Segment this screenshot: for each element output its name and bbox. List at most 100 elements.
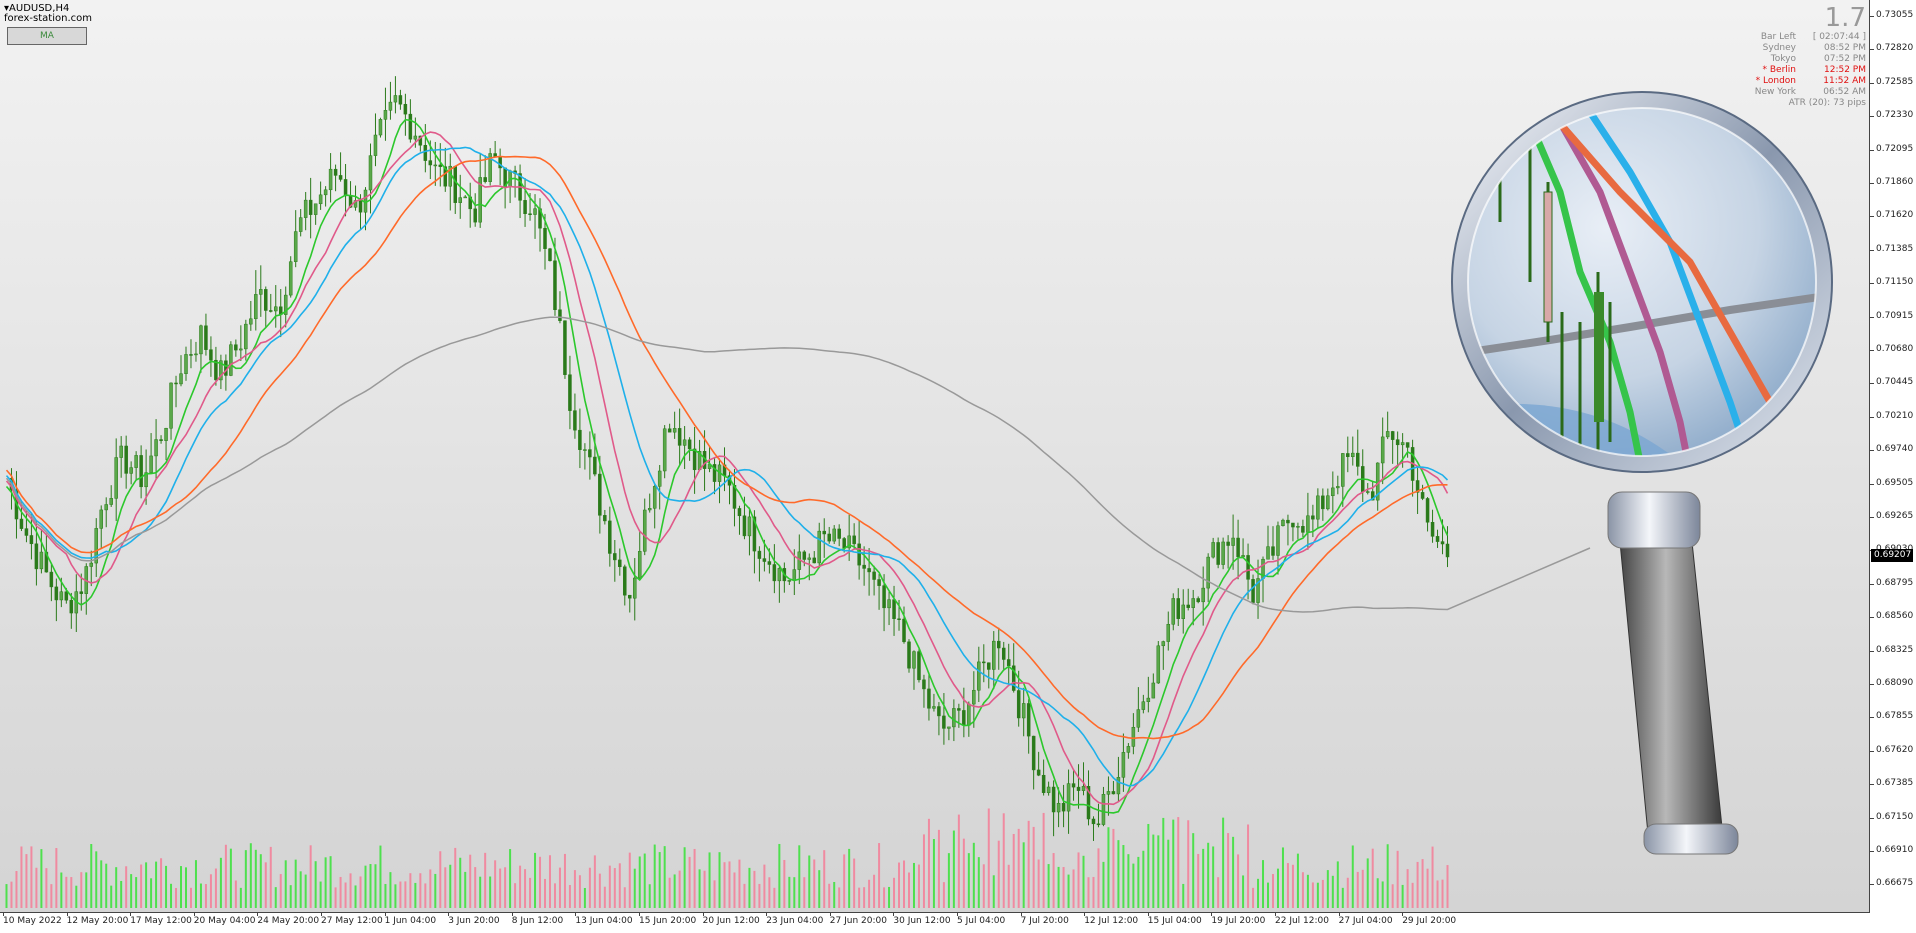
candle-body (553, 260, 557, 310)
volume-bar (45, 868, 48, 908)
candle-body (922, 679, 926, 690)
candle-body (1036, 769, 1041, 776)
volume-bar (524, 869, 527, 908)
volume-bar (1262, 860, 1265, 908)
volume-bar (643, 853, 646, 908)
price-chart[interactable] (0, 0, 1870, 913)
candle-body (1171, 598, 1176, 625)
candle-body (1166, 624, 1171, 642)
volume-bar (80, 872, 83, 908)
volume-bar (1386, 844, 1389, 908)
candle-body (677, 428, 682, 446)
dropdown-triangle-icon[interactable]: ▾ (4, 3, 10, 14)
volume-bar (1077, 852, 1080, 908)
volume-bar (713, 880, 716, 908)
time-axis[interactable]: 10 May 2022 12 May 20:00 17 May 12:00 20 Ma… (0, 913, 1870, 933)
volume-bar (1436, 880, 1439, 908)
candle-body (154, 439, 158, 457)
volume-bar (1401, 884, 1404, 908)
candle-body (358, 200, 363, 213)
candle-body (852, 535, 856, 545)
candle-body (996, 640, 1001, 649)
volume-bar (1022, 842, 1025, 908)
volume-bar (115, 867, 118, 908)
volume-bar (623, 887, 626, 908)
candle-body (1141, 701, 1146, 710)
candle-body (239, 348, 243, 351)
volume-bar (823, 850, 826, 908)
candle-body (1121, 752, 1126, 778)
candle-body (1291, 522, 1295, 528)
candle-body (1311, 515, 1315, 520)
session-row: Sydney 08:52 PM (1696, 43, 1866, 54)
session-row: * Berlin 12:52 PM (1696, 65, 1866, 76)
candle-body (947, 726, 951, 729)
volume-bar (1097, 848, 1100, 908)
volume-bar (563, 853, 566, 908)
volume-bar (653, 844, 656, 908)
volume-bar (613, 868, 616, 908)
candle-body (249, 318, 253, 325)
volume-bar (209, 874, 212, 908)
volume-bar (548, 855, 551, 908)
volume-bar (1361, 869, 1364, 908)
volume-bar (658, 852, 661, 908)
candle-body (1156, 645, 1161, 684)
volume-bar (1032, 826, 1035, 908)
candle-body (478, 177, 482, 223)
volume-bar (618, 863, 621, 908)
session-time: 11:52 AM (1823, 76, 1866, 86)
symbol-title: ▾AUDUSD,H4 (4, 3, 69, 14)
volume-bar (1082, 855, 1085, 908)
candle-body (259, 289, 263, 295)
time-tick: 8 Jun 12:00 (511, 913, 564, 926)
session-time: 06:52 AM (1823, 87, 1866, 97)
volume-bar (120, 880, 123, 908)
price-axis[interactable]: 0.73055 0.72820 0.72585 0.72330 0.72095 0.718… (1870, 0, 1916, 933)
volume-bar (663, 846, 666, 908)
candle-body (463, 196, 467, 199)
magnifier-glass-icon (1451, 91, 1833, 855)
volume-bar (633, 868, 636, 908)
candle-body (189, 354, 193, 356)
volume-bar (60, 872, 63, 908)
volume-bar (693, 848, 696, 908)
candle-body (428, 160, 433, 166)
candle-body (179, 373, 183, 385)
candle-body (827, 533, 831, 542)
candle-body (174, 382, 178, 385)
candle-body (1445, 543, 1450, 558)
candle-body (533, 208, 537, 215)
candle-body (1226, 541, 1230, 546)
volume-bar (783, 859, 786, 908)
volume-bar (404, 881, 407, 908)
volume-bar (160, 858, 163, 908)
candle-body (1390, 431, 1395, 440)
volume-bar (369, 864, 372, 908)
candle-body (628, 594, 632, 599)
volume-bar (90, 844, 93, 908)
candle-body (398, 95, 403, 105)
volume-bar (1316, 882, 1319, 908)
volume-bar (70, 877, 73, 908)
candle-body (69, 599, 74, 614)
volume-bar (967, 853, 970, 908)
volume-bar (514, 883, 517, 908)
ma-indicator-button[interactable]: MA (7, 27, 87, 45)
volume-bar (977, 857, 980, 908)
candle-body (682, 439, 687, 446)
volume-bar (464, 871, 467, 908)
candle-body (528, 213, 532, 215)
candle-body (29, 535, 34, 545)
volume-bar (922, 834, 925, 908)
candle-body (1241, 555, 1245, 558)
volume-bar (1057, 866, 1060, 908)
price-tick: 0.72820 (1870, 43, 1916, 53)
time-tick: 22 Jul 12:00 (1275, 913, 1329, 926)
candle-body (1365, 491, 1370, 493)
volume-bar (698, 869, 701, 908)
candle-body (1056, 803, 1061, 813)
candle-body (1301, 526, 1305, 533)
candle-body (1395, 439, 1400, 446)
candle-body (987, 662, 991, 670)
